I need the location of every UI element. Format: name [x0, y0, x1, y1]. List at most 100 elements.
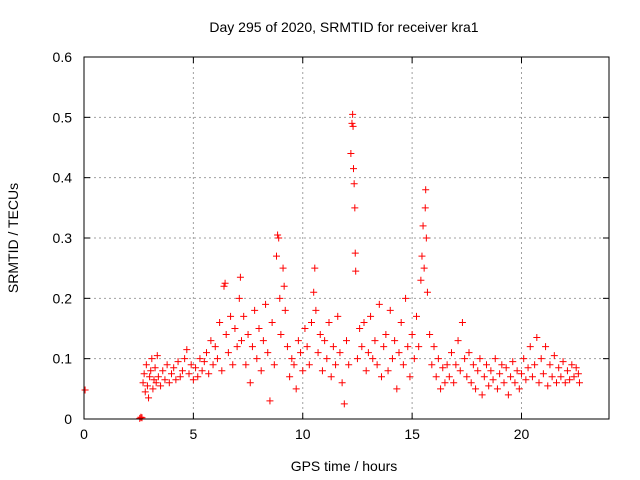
data-point — [227, 312, 235, 320]
data-point — [493, 385, 501, 393]
data-point — [316, 331, 324, 339]
data-point — [81, 386, 89, 394]
data-point — [200, 358, 208, 366]
data-point — [546, 361, 554, 369]
x-tick-label: 20 — [514, 426, 530, 442]
data-point — [408, 331, 416, 339]
data-point — [422, 186, 430, 194]
data-point — [163, 361, 171, 369]
data-point — [410, 355, 418, 363]
data-point — [423, 288, 431, 296]
data-point — [570, 373, 578, 381]
data-point — [559, 358, 567, 366]
data-point — [203, 349, 210, 357]
data-point — [281, 306, 289, 314]
data-point — [465, 349, 473, 357]
data-point — [382, 331, 390, 339]
data-point — [213, 355, 221, 363]
data-point — [351, 249, 359, 257]
data-point — [454, 337, 462, 345]
data-point — [308, 318, 315, 326]
data-point — [448, 349, 455, 357]
data-point — [275, 234, 283, 242]
y-tick-label: 0.6 — [53, 49, 73, 65]
data-point — [221, 279, 229, 287]
data-point — [240, 312, 248, 320]
data-point — [174, 358, 182, 366]
data-point — [380, 343, 388, 351]
data-point — [251, 306, 259, 314]
data-point — [349, 110, 357, 118]
data-point — [539, 370, 547, 378]
data-point — [220, 282, 228, 290]
data-point — [418, 252, 426, 260]
data-point — [526, 343, 534, 351]
data-point — [257, 367, 265, 375]
data-point — [518, 370, 525, 378]
data-point — [439, 364, 447, 372]
data-point — [502, 364, 510, 372]
data-point — [273, 252, 280, 260]
data-point — [277, 331, 285, 339]
data-point — [157, 382, 165, 390]
data-point — [360, 318, 368, 326]
data-point — [375, 300, 383, 308]
data-point — [151, 364, 159, 372]
data-point — [367, 312, 375, 320]
data-point — [270, 361, 278, 369]
data-point — [332, 361, 340, 369]
data-point — [292, 385, 300, 393]
data-point — [139, 379, 147, 387]
data-point — [229, 361, 237, 369]
data-point — [149, 385, 157, 393]
data-point — [336, 349, 344, 357]
data-point — [137, 413, 145, 421]
data-point — [148, 355, 156, 363]
data-point — [474, 367, 482, 375]
data-point — [312, 306, 320, 314]
data-point — [340, 400, 348, 408]
data-point — [561, 379, 569, 387]
data-point — [347, 150, 355, 158]
data-point — [255, 325, 263, 332]
data-point — [216, 318, 224, 326]
data-point — [321, 337, 329, 345]
data-point — [402, 294, 410, 302]
data-point — [520, 355, 528, 363]
data-point — [352, 267, 360, 275]
data-point — [311, 264, 319, 272]
data-point — [537, 355, 545, 363]
data-point — [369, 355, 377, 363]
data-point — [314, 349, 322, 357]
x-axis-label: GPS time / hours — [291, 458, 398, 474]
data-point — [397, 318, 405, 326]
data-point — [413, 312, 420, 320]
data-point — [528, 373, 536, 381]
data-point — [349, 122, 357, 130]
data-point — [478, 391, 486, 399]
y-tick-label: 0.4 — [53, 170, 73, 186]
data-point — [391, 337, 399, 345]
data-point — [154, 373, 162, 381]
data-point — [185, 370, 193, 378]
data-point — [264, 349, 272, 357]
data-point — [485, 382, 493, 390]
data-point — [198, 367, 206, 375]
y-tick-label: 0 — [64, 411, 72, 427]
data-point — [143, 382, 151, 390]
data-point — [297, 349, 305, 357]
data-point — [524, 364, 532, 372]
data-point — [301, 325, 309, 332]
data-point — [318, 367, 326, 375]
data-point — [384, 367, 392, 375]
data-point — [399, 361, 407, 369]
data-point — [259, 337, 267, 345]
data-point — [211, 343, 219, 351]
data-point — [420, 264, 428, 272]
data-point — [153, 352, 161, 360]
data-point — [553, 379, 560, 387]
data-point — [458, 318, 466, 326]
data-point — [422, 234, 430, 242]
data-point — [443, 361, 451, 369]
data-point — [276, 294, 284, 302]
